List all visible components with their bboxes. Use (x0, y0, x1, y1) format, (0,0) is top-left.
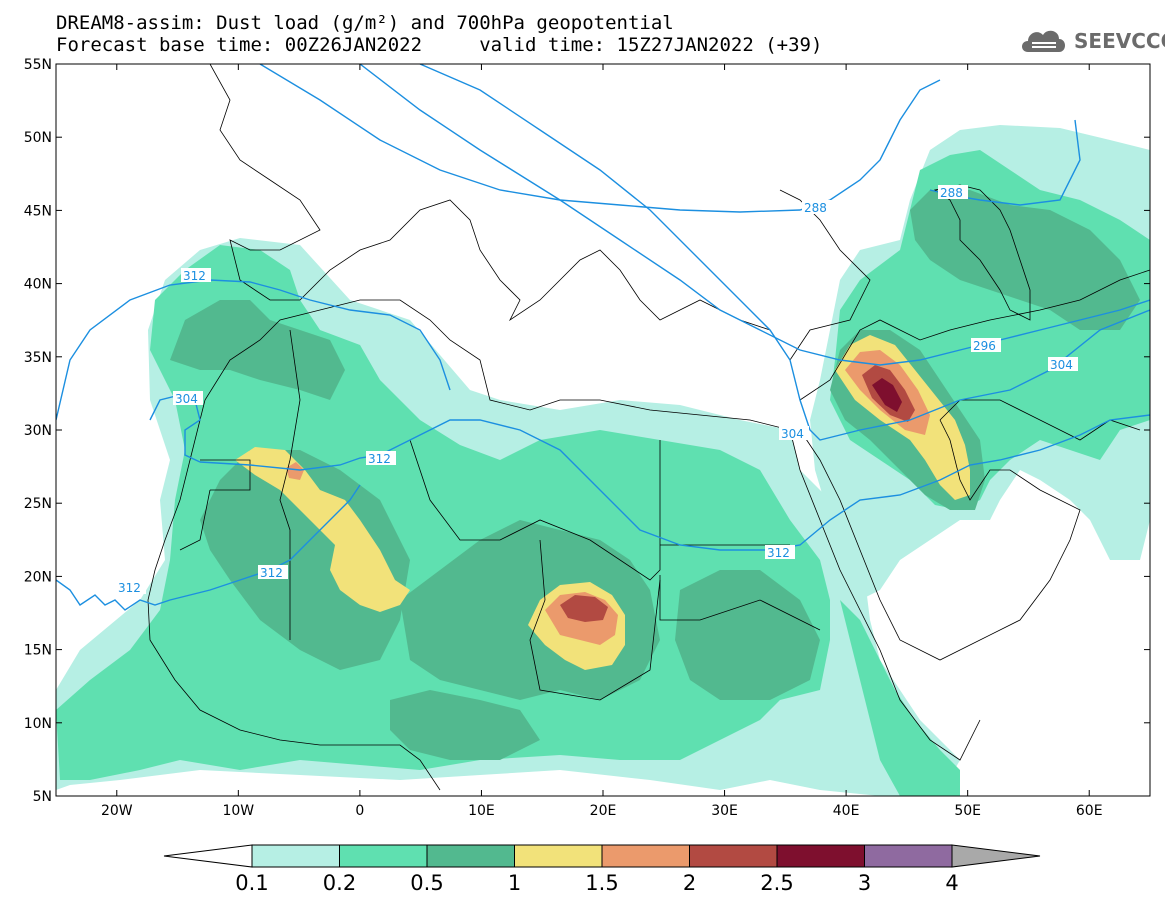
colorbar-segment (339, 844, 428, 868)
lon-label: 20E (590, 803, 617, 819)
contour-label-304-c: 304 (175, 392, 198, 406)
colorbar-level-label: 0.2 (323, 871, 356, 895)
dust-contour-2-chad (560, 595, 608, 622)
geopotential-304-west (149, 394, 201, 463)
colorbar-over-triangle (951, 844, 1041, 868)
dust-contour-0-5-sudan (675, 570, 820, 700)
contour-label-312-a: 312 (183, 269, 206, 283)
cloud-icon (1022, 30, 1065, 52)
coastline-west-africa (147, 439, 441, 791)
dust-contour-0-5-nigeria (390, 690, 540, 760)
coastline-caspian (933, 184, 1031, 321)
coastline-europe (209, 64, 871, 361)
contour-label-288-b: 288 (940, 186, 963, 200)
contour-label-312-b: 312 (368, 452, 391, 466)
lat-label: 30N (24, 423, 52, 439)
geopotential-296 (359, 64, 1150, 366)
colorbar-level-label: 0.5 (410, 871, 443, 895)
latitude-axis: 55N 50N 45N 40N 35N 30N 25N 20N 15N 10N 5N (24, 57, 1150, 805)
colorbar-level-label: 1 (508, 871, 521, 895)
lon-label: 40E (833, 803, 860, 819)
geopotential-304-north (419, 64, 1150, 441)
forecast-time-subtitle: Forecast base time: 00Z26JAN2022 valid t… (56, 34, 823, 56)
map-title: DREAM8-assim: Dust load (g/m²) and 700hP… (56, 12, 674, 34)
lat-label: 55N (24, 57, 52, 73)
dust-contour-0-5-sahara-west (200, 450, 410, 670)
dust-contour-0-5-morocco (170, 300, 345, 400)
lat-label: 40N (24, 277, 52, 293)
border-sahara-2 (409, 439, 661, 581)
contour-label-312-e: 312 (767, 546, 790, 560)
lon-label: 20W (101, 803, 133, 819)
longitude-axis: 20W 10W 0 10E 20E 30E 40E 50E 60E (101, 64, 1103, 819)
colorbar-level-label: 3 (858, 871, 871, 895)
seevccc-logo: SEEVCCC (1018, 24, 1165, 58)
lon-label: 30E (711, 803, 738, 819)
lon-label: 50E (954, 803, 981, 819)
lon-label: 0 (355, 803, 364, 819)
lat-label: 20N (24, 569, 52, 585)
geopotential-288-west (259, 64, 941, 213)
border-middle-east (799, 269, 1150, 401)
geopotential-312-south (56, 484, 361, 611)
dust-contour-1-5-algeria (286, 462, 304, 480)
contour-label-304-a: 304 (1050, 358, 1073, 372)
colorbar-segment (426, 844, 515, 868)
coastline-north-africa (194, 299, 791, 441)
geopotential-312-north (56, 279, 451, 421)
colorbar-segment (601, 844, 690, 868)
contour-label-312-c: 312 (260, 566, 283, 580)
logo-text: SEEVCCC (1074, 29, 1165, 53)
dust-contour-0-2-east-africa (840, 600, 960, 796)
lon-label: 60E (1076, 803, 1103, 819)
colorbar-segment (514, 844, 603, 868)
lat-label: 15N (24, 643, 52, 659)
colorbar-level-label: 4 (945, 871, 958, 895)
dust-contour-0-5-caspian (910, 190, 1140, 330)
colorbar-segment (776, 844, 865, 868)
contour-label-304-b: 304 (781, 427, 804, 441)
lon-label: 10E (468, 803, 495, 819)
border-sahara-1 (279, 329, 301, 640)
coastline-arabia (799, 419, 1081, 661)
lat-label: 10N (24, 716, 52, 732)
lat-label: 50N (24, 130, 52, 146)
contour-label-296: 296 (973, 339, 996, 353)
dust-contour-1-algeria (235, 447, 410, 612)
dust-load-field (56, 64, 1150, 796)
lat-label: 45N (24, 203, 52, 219)
border-mauritania (179, 459, 251, 551)
colorbar-segment (251, 844, 340, 868)
colorbar-level-label: 1.5 (585, 871, 618, 895)
contour-label-288-a: 288 (804, 201, 827, 215)
contour-label-312-d: 312 (118, 581, 141, 595)
lon-label: 10W (222, 803, 254, 819)
geopotential-contour-labels: 288 288 296 304 304 304 312 312 312 312 … (116, 185, 1078, 595)
lat-label: 35N (24, 350, 52, 366)
lat-label: 25N (24, 496, 52, 512)
colorbar: 0.1 0.2 0.5 1 1.5 2 2.5 3 4 (163, 844, 1041, 895)
coastline-red-sea (789, 429, 981, 761)
border-sahara-3 (529, 539, 661, 701)
colorbar-level-label: 2.5 (760, 871, 793, 895)
colorbar-segment (864, 844, 953, 868)
colorbar-level-label: 0.1 (235, 871, 268, 895)
colorbar-segment (689, 844, 778, 868)
colorbar-level-label: 2 (683, 871, 696, 895)
dust-contour-2-5-iraq (872, 378, 902, 412)
lat-label: 5N (33, 789, 52, 805)
colorbar-under-triangle (163, 844, 253, 868)
